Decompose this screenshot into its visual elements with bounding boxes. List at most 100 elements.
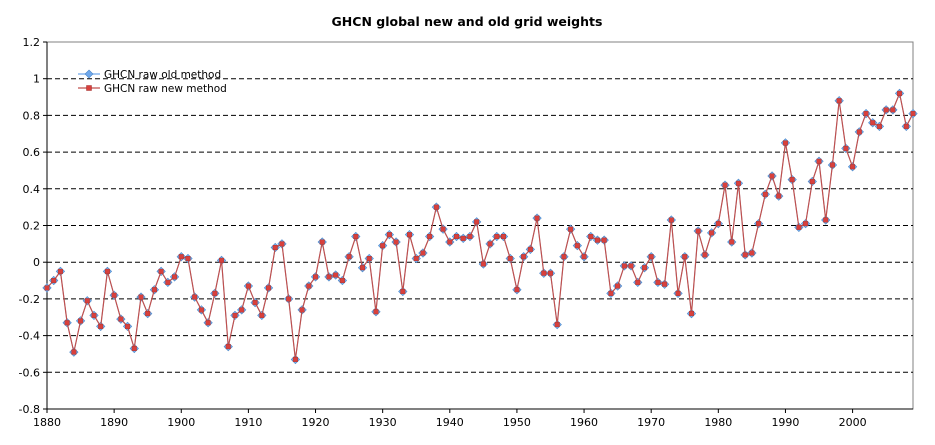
data-point-new [883, 107, 889, 113]
series-lines [42, 88, 918, 365]
data-point-new [480, 261, 486, 267]
data-point-new [675, 290, 681, 296]
x-tick-label: 1980 [704, 416, 732, 429]
data-point-new [259, 312, 265, 318]
data-point-new [735, 180, 741, 186]
data-point-new [615, 283, 621, 289]
data-point-new [507, 256, 513, 262]
data-point-new [185, 256, 191, 262]
data-point-new [628, 263, 634, 269]
data-point-new [494, 234, 500, 240]
data-point-new [245, 283, 251, 289]
data-point-new [266, 285, 272, 291]
data-point-new [843, 145, 849, 151]
data-point-new [601, 237, 607, 243]
data-point-new [78, 318, 84, 324]
y-tick-label: 0.6 [23, 146, 41, 159]
data-point-new [454, 234, 460, 240]
gridlines [47, 78, 913, 373]
data-point-new [809, 178, 815, 184]
data-point-new [742, 252, 748, 258]
data-point-new [198, 307, 204, 313]
x-tick-label: 1960 [570, 416, 598, 429]
data-point-new [608, 290, 614, 296]
data-point-new [829, 162, 835, 168]
data-point-new [420, 250, 426, 256]
data-point-new [547, 270, 553, 276]
data-point-new [534, 215, 540, 221]
x-tick-label: 2000 [839, 416, 867, 429]
data-point-new [870, 120, 876, 126]
data-point-new [413, 256, 419, 262]
data-point-new [769, 173, 775, 179]
data-point-new [326, 274, 332, 280]
data-point-new [903, 123, 909, 129]
data-point-new [897, 90, 903, 96]
chart-title: GHCN global new and old grid weights [332, 14, 603, 29]
data-point-new [212, 290, 218, 296]
data-point-new [131, 345, 137, 351]
data-point-new [366, 256, 372, 262]
data-point-new [541, 270, 547, 276]
y-tick-label: 1 [33, 73, 40, 86]
data-point-new [433, 204, 439, 210]
data-point-new [467, 234, 473, 240]
data-point-new [856, 129, 862, 135]
data-point-new [353, 234, 359, 240]
data-point-new [762, 191, 768, 197]
data-point-new [407, 232, 413, 238]
data-point-new [299, 307, 305, 313]
legend-label-new: GHCN raw new method [104, 83, 227, 95]
data-point-new [500, 234, 506, 240]
data-point-new [84, 298, 90, 304]
x-tick-label: 1970 [637, 416, 665, 429]
data-point-new [641, 265, 647, 271]
y-tick-label: 0 [33, 256, 40, 269]
data-point-new [756, 221, 762, 227]
data-point-new [662, 281, 668, 287]
data-point-new [64, 320, 70, 326]
y-tick-label: -0.4 [19, 330, 40, 343]
data-point-new [205, 320, 211, 326]
data-point-new [668, 217, 674, 223]
data-point-new [44, 285, 50, 291]
x-tick-label: 1990 [771, 416, 799, 429]
y-tick-label: 0.8 [23, 109, 41, 122]
data-point-new [165, 279, 171, 285]
data-point-new [118, 316, 124, 322]
data-point-new [709, 230, 715, 236]
x-tick-label: 1900 [167, 416, 195, 429]
data-point-new [635, 279, 641, 285]
data-point-new [219, 257, 225, 263]
y-tick-label: -0.6 [19, 366, 40, 379]
data-point-new [621, 263, 627, 269]
data-point-new [655, 279, 661, 285]
data-point-new [568, 226, 574, 232]
data-point-new [252, 300, 258, 306]
data-point-new [225, 344, 231, 350]
data-point-new [279, 241, 285, 247]
data-point-new [192, 294, 198, 300]
data-point-new [460, 235, 466, 241]
data-point-new [239, 307, 245, 313]
x-tick-label: 1890 [100, 416, 128, 429]
data-point-new [380, 243, 386, 249]
data-point-new [178, 254, 184, 260]
data-point-new [581, 254, 587, 260]
data-point-new [474, 219, 480, 225]
data-point-new [688, 311, 694, 317]
y-tick-label: -0.8 [19, 403, 40, 416]
data-point-new [57, 268, 63, 274]
data-point-new [333, 272, 339, 278]
data-point-new [360, 265, 366, 271]
x-tick-label: 1920 [302, 416, 330, 429]
data-point-new [111, 292, 117, 298]
data-point-new [876, 123, 882, 129]
data-point-new [172, 274, 178, 280]
tick-labels: -0.8 -0.6 -0.4 -0.2 0 0.2 0.4 0.6 0.8 1 1.2 1880 189… [19, 36, 867, 429]
data-point-new [527, 246, 533, 252]
data-point-new [98, 323, 104, 329]
data-point-new [588, 234, 594, 240]
